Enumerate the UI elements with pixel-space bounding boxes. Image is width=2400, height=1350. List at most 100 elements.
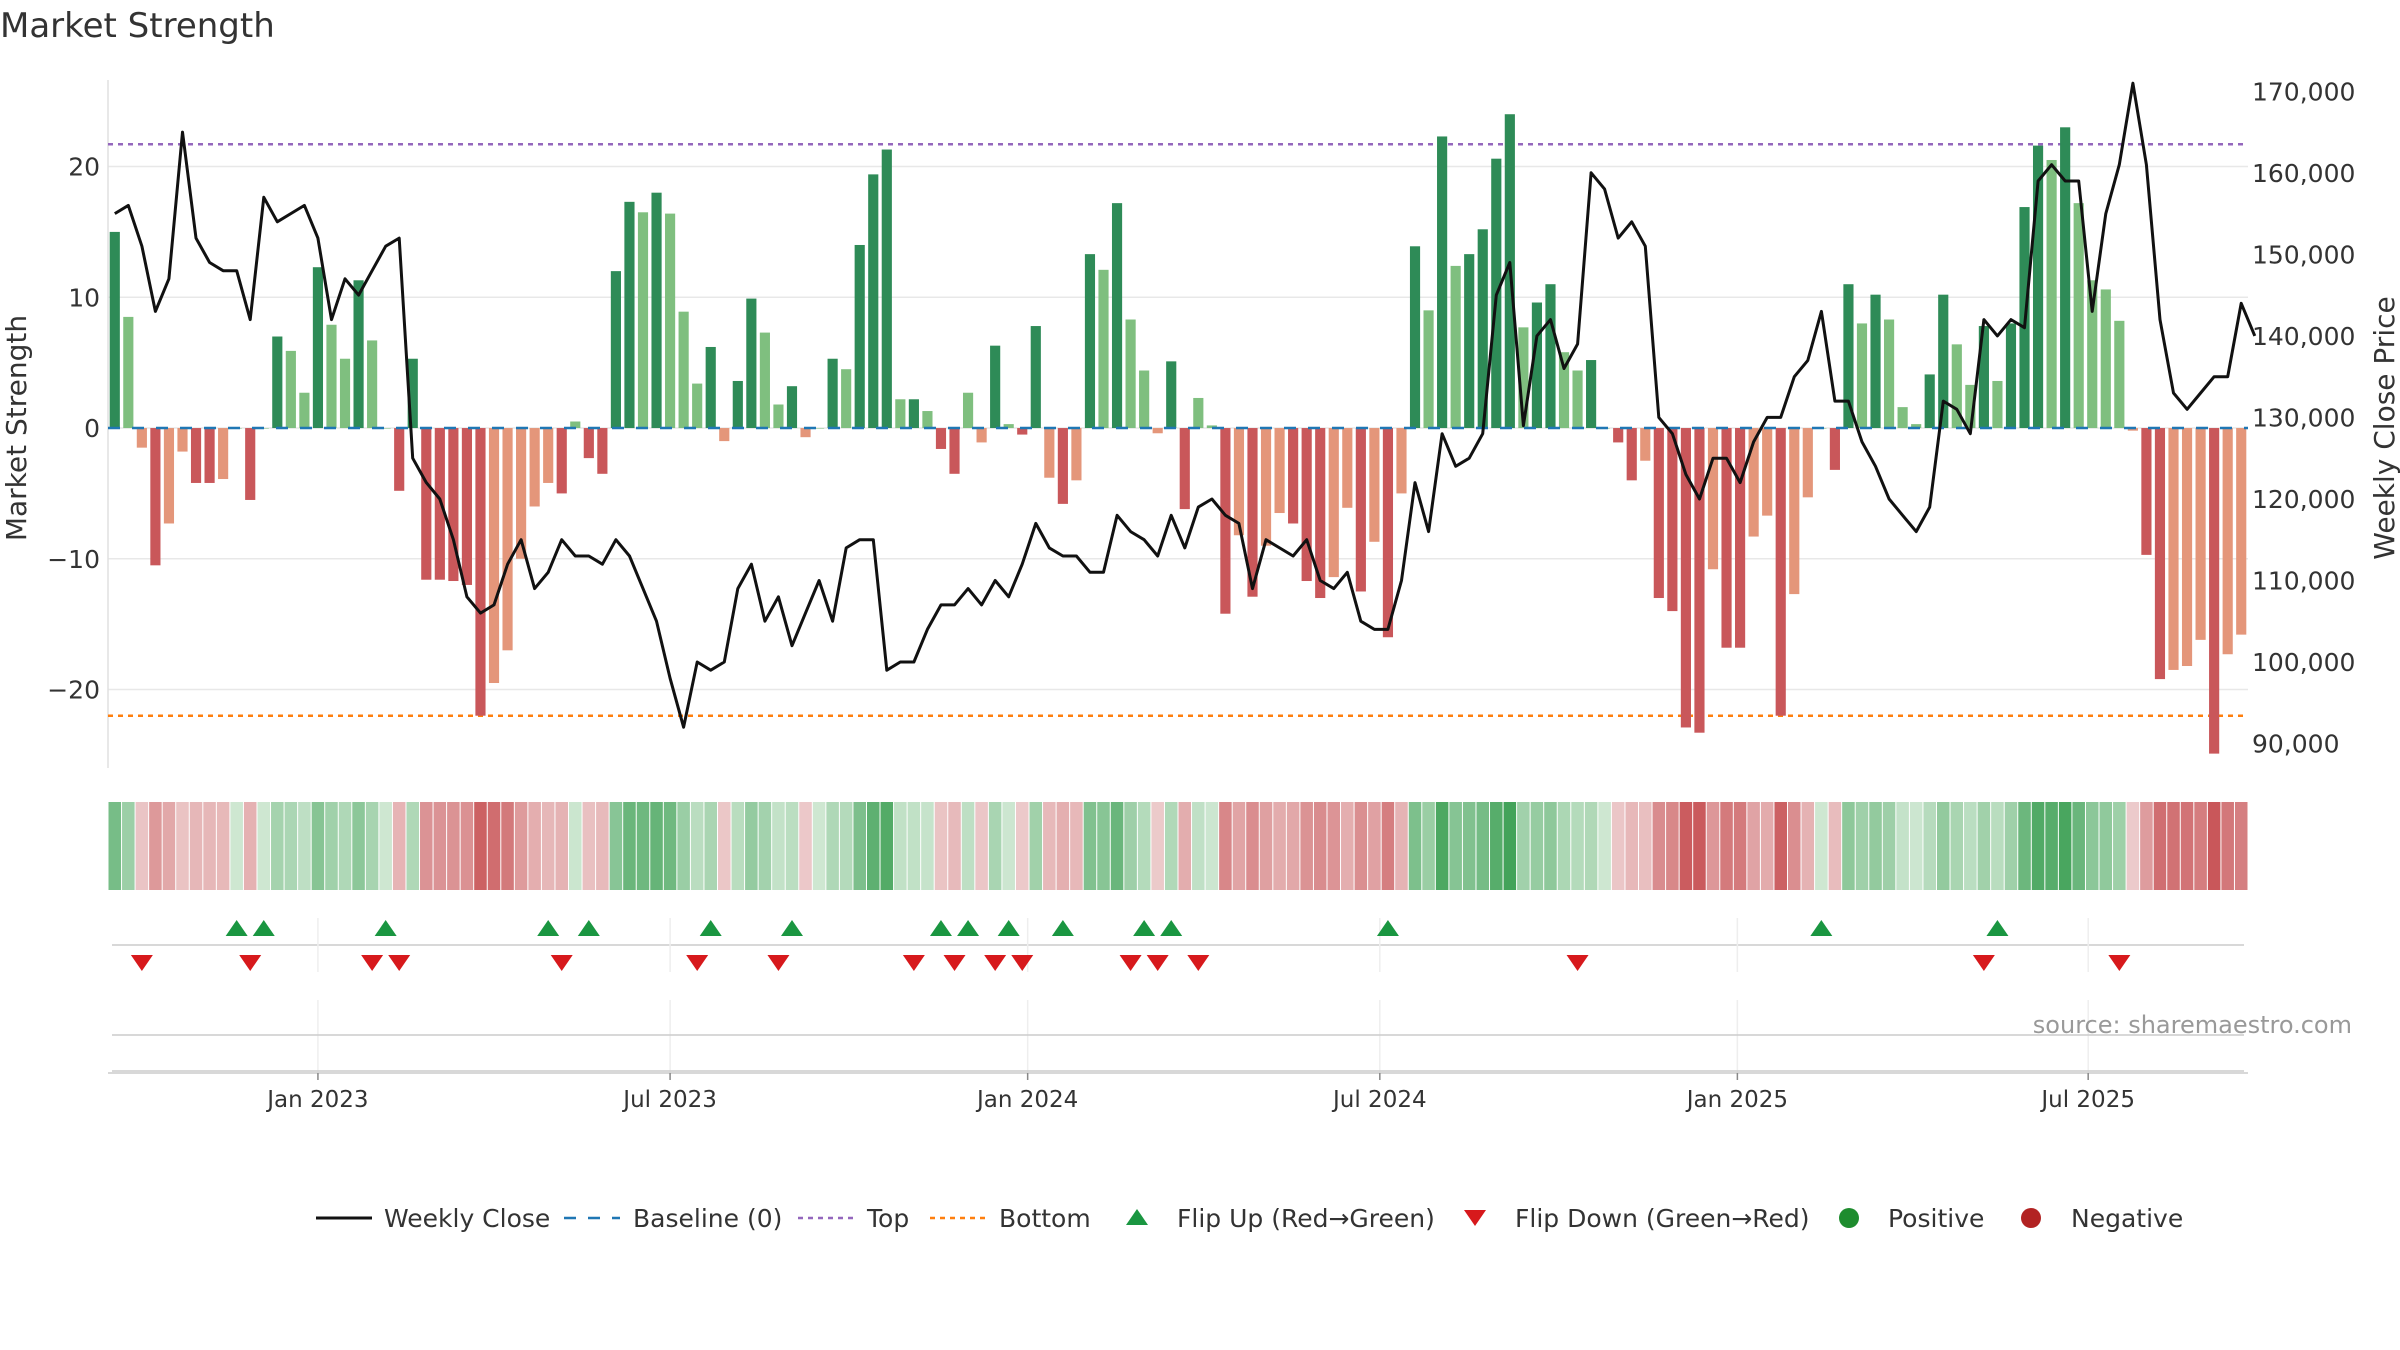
strength-bar bbox=[1125, 319, 1136, 429]
strength-bar bbox=[746, 298, 757, 429]
heat-cell bbox=[257, 802, 271, 890]
heat-cell bbox=[1747, 802, 1760, 890]
strength-bar bbox=[394, 428, 405, 491]
heat-cell bbox=[284, 802, 298, 890]
heat-cell bbox=[1679, 802, 1693, 890]
heat-cell bbox=[325, 802, 338, 890]
strength-bar bbox=[1247, 428, 1258, 597]
strength-bar bbox=[2181, 428, 2193, 667]
strength-bar bbox=[827, 358, 838, 429]
heat-cell bbox=[433, 802, 447, 890]
heat-cell bbox=[731, 802, 745, 890]
strength-bar bbox=[597, 428, 608, 474]
strength-bar bbox=[2073, 203, 2084, 429]
heat-cell bbox=[1720, 802, 1733, 890]
strength-bar bbox=[1166, 361, 1177, 429]
heat-cell bbox=[921, 802, 934, 890]
heat-cell bbox=[1137, 802, 1151, 890]
strength-bar bbox=[610, 271, 621, 429]
strength-bar bbox=[1139, 370, 1150, 429]
heat-cell bbox=[1584, 802, 1598, 890]
strength-bar bbox=[1762, 428, 1773, 516]
strength-bar bbox=[2060, 127, 2071, 429]
heat-cell bbox=[1571, 802, 1584, 890]
strength-bar bbox=[1735, 428, 1746, 648]
strength-bar bbox=[1870, 294, 1881, 429]
strength-bar bbox=[583, 428, 594, 459]
heat-cell bbox=[1313, 802, 1327, 890]
strength-bar bbox=[407, 358, 418, 429]
heat-cell bbox=[799, 802, 812, 890]
strength-bar bbox=[1288, 428, 1299, 524]
strength-bar bbox=[2005, 323, 2017, 429]
flip-down-marker bbox=[686, 955, 709, 971]
heat-cell bbox=[365, 802, 379, 890]
heat-cell bbox=[122, 802, 135, 890]
flip-down-marker bbox=[2108, 955, 2131, 971]
strength-bar bbox=[786, 386, 798, 429]
x-tick-label: Jan 2025 bbox=[1685, 1087, 1788, 1113]
strength-bar bbox=[1382, 428, 1394, 638]
heat-cell bbox=[826, 802, 839, 890]
strength-bar bbox=[719, 428, 730, 442]
strength-bar bbox=[665, 213, 676, 429]
flip-up-marker bbox=[1160, 920, 1183, 936]
strength-bar bbox=[800, 428, 811, 438]
strength-bar bbox=[1992, 380, 2003, 429]
heat-cell bbox=[162, 802, 176, 890]
heat-cell bbox=[569, 802, 582, 890]
flip-down-marker bbox=[1566, 955, 1589, 971]
strength-bar bbox=[1951, 344, 1962, 429]
y-tick-label-right: 170,000 bbox=[2252, 77, 2355, 106]
heat-cell bbox=[609, 802, 623, 890]
strength-bar bbox=[312, 267, 324, 429]
legend-close-label: Weekly Close bbox=[384, 1204, 550, 1233]
strength-bar bbox=[299, 392, 310, 429]
flip-down-marker bbox=[1119, 955, 1142, 971]
x-tick-label: Jul 2023 bbox=[621, 1087, 717, 1113]
chart-title: Market Strength bbox=[0, 6, 275, 46]
legend-baseline-label: Baseline (0) bbox=[633, 1204, 782, 1233]
heat-cell bbox=[1936, 802, 1950, 890]
strength-bar bbox=[1030, 326, 1041, 429]
strength-bar bbox=[692, 383, 703, 429]
legend-positive-label: Positive bbox=[1888, 1204, 1984, 1233]
flip-up-marker bbox=[577, 920, 600, 936]
y-axis-label-left: Market Strength bbox=[0, 315, 33, 541]
heat-cell bbox=[2180, 802, 2194, 890]
heat-cell bbox=[352, 802, 365, 890]
strength-bar bbox=[1802, 428, 1813, 498]
strength-bar bbox=[516, 428, 527, 559]
heat-cell bbox=[338, 802, 352, 890]
heat-cell bbox=[1462, 802, 1476, 890]
heat-cell bbox=[1286, 802, 1300, 890]
heat-cell bbox=[2085, 802, 2099, 890]
heat-cell bbox=[1828, 802, 1842, 890]
strength-bar bbox=[434, 428, 445, 580]
strength-bar bbox=[1558, 352, 1570, 429]
heat-cell bbox=[487, 802, 501, 890]
heat-cell bbox=[1449, 802, 1462, 890]
strength-bar bbox=[1883, 319, 1895, 429]
heat-cell bbox=[1869, 802, 1882, 890]
strength-bar bbox=[1071, 428, 1082, 481]
heat-cell bbox=[623, 802, 636, 890]
strength-bar bbox=[1775, 428, 1786, 716]
strength-bar bbox=[678, 311, 689, 429]
heat-cell bbox=[2004, 802, 2018, 890]
heat-cell bbox=[2072, 802, 2085, 890]
heat-cell bbox=[1787, 802, 1801, 890]
heat-cell bbox=[1842, 802, 1855, 890]
strength-bar bbox=[367, 340, 378, 429]
heat-cell bbox=[1043, 802, 1056, 890]
legend-top-label: Top bbox=[866, 1204, 909, 1233]
strength-bar bbox=[1017, 428, 1028, 435]
strength-bar bbox=[1355, 428, 1366, 592]
strength-bar bbox=[976, 428, 987, 443]
heat-cell bbox=[1557, 802, 1571, 890]
strength-bar bbox=[759, 332, 770, 429]
heat-cell bbox=[1110, 802, 1124, 890]
heat-cell bbox=[1205, 802, 1219, 890]
heat-cell bbox=[1422, 802, 1435, 890]
